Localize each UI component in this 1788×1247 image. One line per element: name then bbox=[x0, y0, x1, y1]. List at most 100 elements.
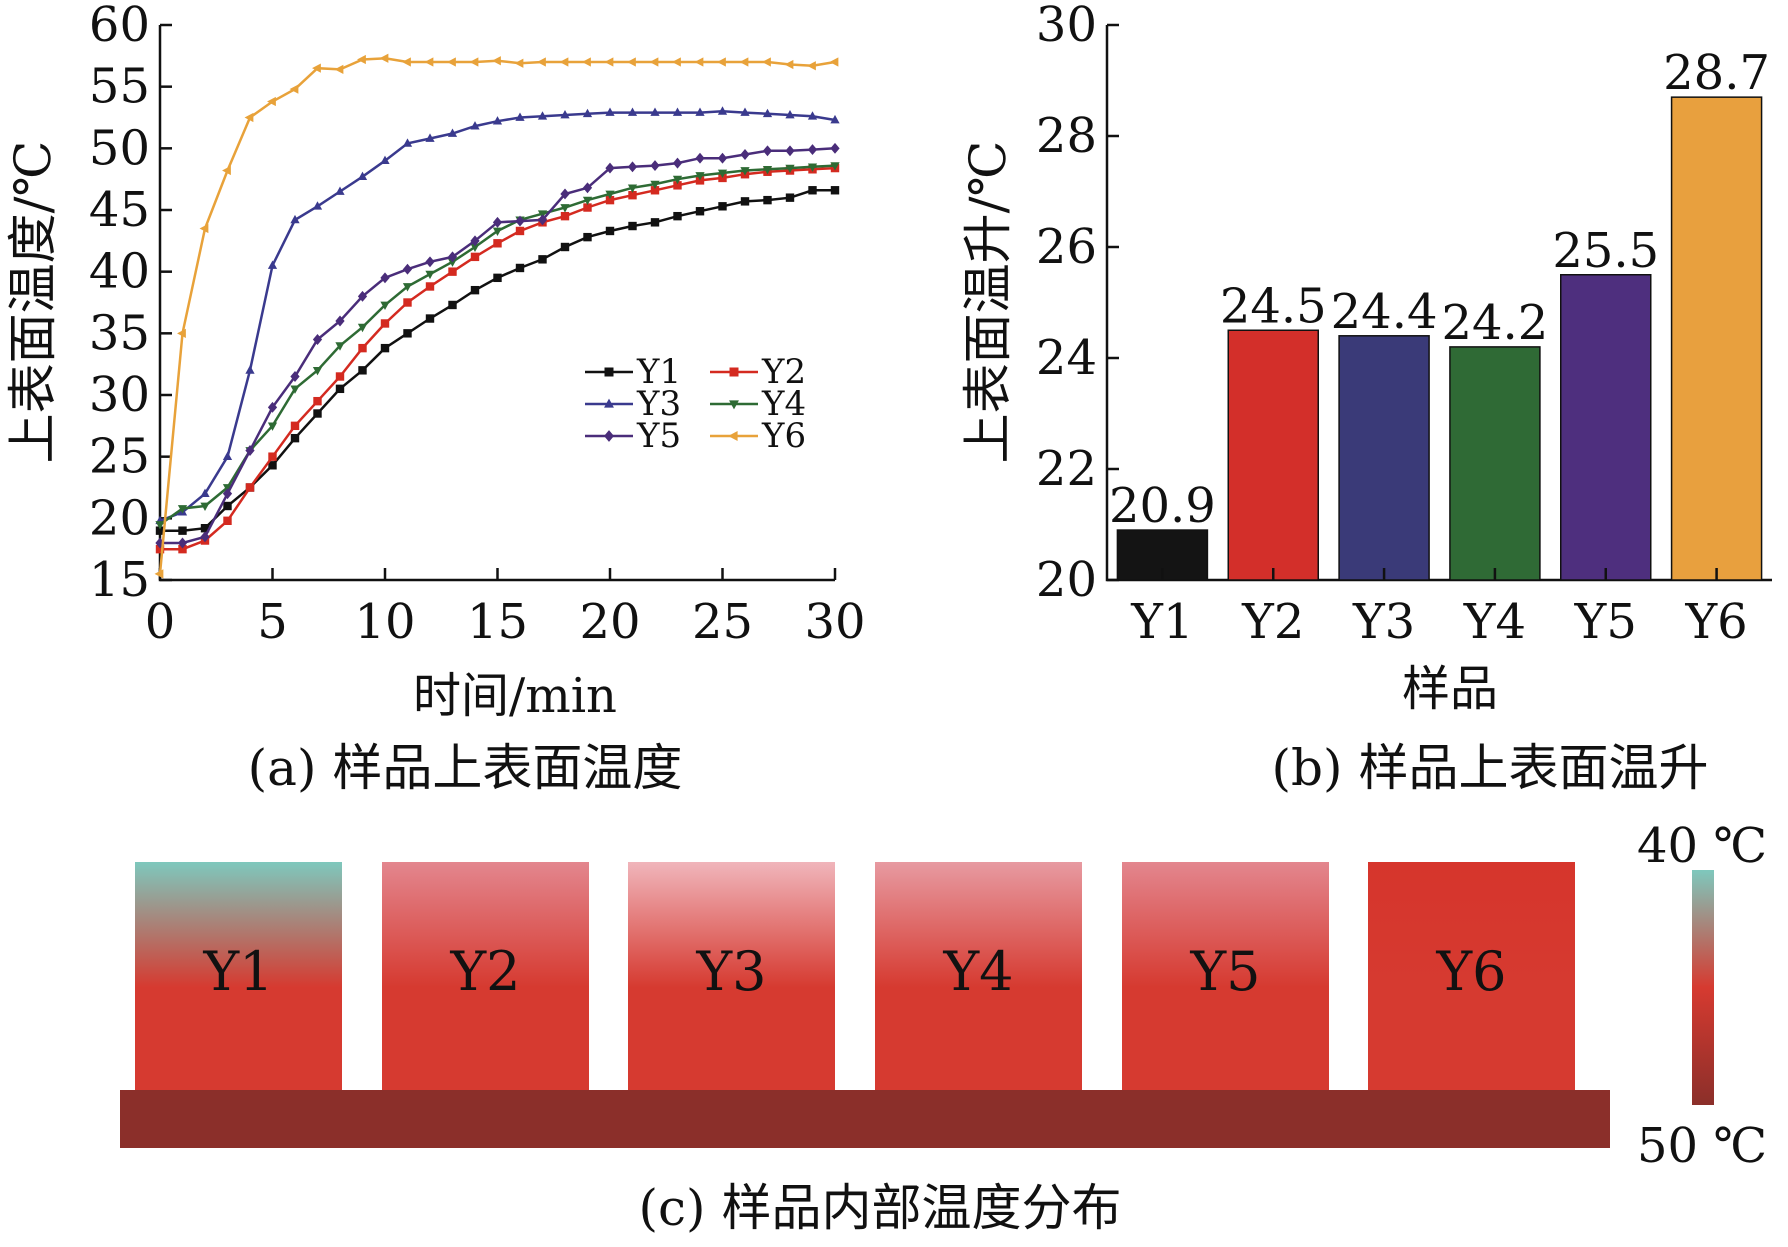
legend-label-y6: Y6 bbox=[761, 416, 806, 456]
bar-chart-panel-b: 20 22 24 26 28 30 20.9 Y1 24.5 Y2 24.4 Y3 24.2 Y4 25.… bbox=[959, 0, 1772, 797]
point-y4 bbox=[425, 270, 435, 280]
sample-label-y5: Y5 bbox=[1189, 940, 1260, 1003]
colorbar-max-label: 40 ℃ bbox=[1637, 818, 1767, 874]
sample-label-y6: Y6 bbox=[1435, 940, 1506, 1003]
point-y1 bbox=[830, 186, 840, 195]
x-tick-label-a: 20 bbox=[579, 594, 640, 650]
point-y4 bbox=[177, 505, 188, 514]
legend-marker-y3 bbox=[604, 398, 614, 408]
point-y4 bbox=[627, 184, 638, 193]
point-y5 bbox=[335, 315, 345, 327]
point-y4 bbox=[335, 342, 345, 351]
point-y6 bbox=[312, 63, 321, 73]
colorbar bbox=[1692, 870, 1714, 1105]
point-y1 bbox=[650, 218, 660, 227]
point-y2 bbox=[178, 544, 187, 554]
point-y6 bbox=[177, 328, 186, 338]
point-y1 bbox=[583, 232, 592, 242]
point-y4 bbox=[470, 243, 480, 253]
point-y6 bbox=[514, 58, 524, 68]
point-y1 bbox=[200, 524, 210, 533]
y-tick-label-b: 24 bbox=[1036, 330, 1097, 386]
x-axis-label-a: 时间/min bbox=[413, 668, 617, 724]
point-y3 bbox=[447, 128, 458, 137]
point-y4 bbox=[357, 323, 368, 333]
bar-y2 bbox=[1227, 329, 1319, 581]
point-y5 bbox=[515, 215, 525, 227]
legend-marker-y4 bbox=[729, 400, 739, 410]
point-y3 bbox=[380, 155, 390, 165]
point-y6 bbox=[672, 57, 681, 67]
point-y4 bbox=[762, 165, 773, 175]
bar-y5 bbox=[1560, 274, 1652, 581]
point-y5 bbox=[222, 488, 233, 500]
point-y6 bbox=[199, 223, 209, 234]
legend-marker-y2 bbox=[729, 367, 739, 377]
point-y1 bbox=[493, 273, 502, 283]
point-y3 bbox=[312, 201, 323, 210]
point-y1 bbox=[718, 202, 727, 211]
point-y3 bbox=[515, 112, 525, 121]
point-y3 bbox=[222, 451, 233, 461]
point-y1 bbox=[358, 366, 367, 375]
point-y4 bbox=[267, 422, 278, 431]
y-tick-label-a: 40 bbox=[89, 244, 150, 300]
point-y1 bbox=[268, 461, 277, 470]
point-y5 bbox=[785, 145, 795, 157]
point-y4 bbox=[785, 164, 795, 174]
point-y4 bbox=[605, 190, 615, 200]
x-tick-label-a: 10 bbox=[354, 594, 415, 650]
point-y3 bbox=[830, 114, 840, 124]
point-y3 bbox=[717, 106, 728, 115]
point-y6 bbox=[244, 112, 254, 123]
point-y3 bbox=[650, 107, 660, 116]
point-y1 bbox=[808, 186, 817, 195]
value-label-y5: 25.5 bbox=[1552, 223, 1659, 279]
point-y5 bbox=[447, 251, 458, 263]
point-y3 bbox=[762, 108, 773, 118]
point-y2 bbox=[290, 421, 300, 431]
sample-block-y1 bbox=[135, 862, 342, 1090]
point-y3 bbox=[605, 107, 615, 116]
x-tick-label-y2: Y2 bbox=[1241, 594, 1304, 650]
point-y6 bbox=[357, 54, 366, 65]
sample-block-y6 bbox=[1368, 862, 1575, 1090]
point-y1 bbox=[448, 300, 457, 310]
point-y2 bbox=[223, 516, 232, 525]
point-y3 bbox=[672, 107, 683, 116]
point-y3 bbox=[785, 109, 795, 119]
point-y1 bbox=[763, 195, 772, 205]
caption-c: (c) 样品内部温度分布 bbox=[639, 1179, 1122, 1237]
point-y3 bbox=[492, 116, 503, 125]
point-y1 bbox=[178, 526, 187, 535]
point-y4 bbox=[560, 204, 570, 213]
point-y3 bbox=[560, 109, 570, 119]
point-y5 bbox=[290, 371, 300, 382]
point-y3 bbox=[740, 107, 750, 116]
point-y3 bbox=[267, 260, 278, 269]
point-y4 bbox=[717, 169, 728, 179]
temperature-distribution-panel-c: Y1 Y2 Y3 Y4 Y5 Y6 40 ℃ 50 ℃ (c) 样品内部温度分布 bbox=[120, 818, 1767, 1237]
point-y1 bbox=[425, 314, 435, 323]
point-y4 bbox=[312, 366, 323, 376]
sample-label-y3: Y3 bbox=[695, 940, 766, 1003]
point-y2 bbox=[673, 181, 682, 190]
point-y4 bbox=[155, 521, 165, 530]
point-y3 bbox=[402, 138, 413, 147]
y-tick-label-a: 30 bbox=[89, 367, 150, 423]
x-tick-label-a: 30 bbox=[804, 594, 865, 650]
sample-label-y4: Y4 bbox=[942, 940, 1013, 1003]
point-y6 bbox=[829, 57, 839, 67]
legend-label-y1: Y1 bbox=[636, 352, 681, 392]
value-label-y4: 24.2 bbox=[1441, 295, 1548, 351]
point-y6 bbox=[807, 61, 816, 71]
point-y1 bbox=[538, 255, 547, 264]
colorbar-min-label: 50 ℃ bbox=[1637, 1118, 1767, 1174]
y-tick-label-b: 22 bbox=[1036, 441, 1097, 497]
point-y6 bbox=[289, 84, 299, 94]
point-y3 bbox=[470, 121, 480, 130]
point-y5 bbox=[267, 401, 278, 413]
point-y3 bbox=[357, 171, 368, 181]
sample-block-y3 bbox=[628, 862, 835, 1090]
